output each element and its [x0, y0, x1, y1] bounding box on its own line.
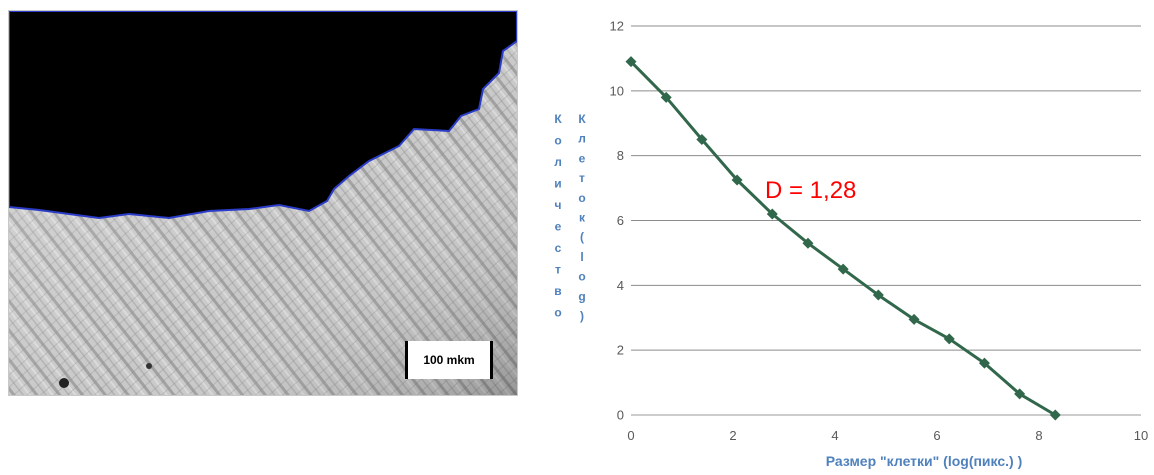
x-tick-labels: 0 2 4 6 8 10: [627, 428, 1148, 443]
y-axis-title-char: с: [555, 241, 562, 255]
y-axis-title-char: g: [578, 289, 585, 303]
y-axis-title-char: o: [578, 270, 585, 284]
y-axis-title-char: л: [554, 155, 562, 169]
data-point-marker: [943, 333, 955, 345]
y-tick-label: 4: [617, 278, 624, 293]
fractal-dimension-annotation: D = 1,28: [765, 177, 856, 204]
data-point-marker: [696, 133, 708, 145]
data-point-marker: [837, 263, 849, 275]
series-line: [629, 60, 1057, 417]
data-point-marker: [978, 357, 990, 369]
y-tick-label: 12: [610, 19, 624, 34]
data-point-marker: [1014, 388, 1026, 400]
y-tick-label: 0: [617, 408, 624, 423]
y-axis-title-char: о: [554, 306, 561, 320]
y-tick-labels: 0 2 4 6 8 10 12: [610, 19, 624, 423]
data-point-marker: [872, 289, 884, 301]
data-point-marker: [1049, 409, 1061, 421]
data-point-marker: [908, 313, 920, 325]
data-point-marker: [766, 208, 778, 220]
data-point-marker: [802, 237, 814, 249]
y-axis-title-char: в: [554, 284, 561, 298]
y-axis-title-char: л: [578, 132, 586, 146]
y-axis-title-char: т: [579, 171, 585, 185]
y-axis-title-char: К: [554, 112, 562, 126]
chart-gridlines: [631, 25, 1141, 351]
y-axis-title-char: е: [579, 151, 586, 165]
x-tick-label: 10: [1134, 428, 1148, 443]
series-markers: [625, 56, 1061, 421]
micrograph-texture: [9, 11, 517, 395]
x-tick-label: 4: [831, 428, 838, 443]
micrograph-dark-region: [9, 11, 517, 220]
y-tick-label: 2: [617, 343, 624, 358]
x-tick-label: 2: [729, 428, 736, 443]
y-tick-label: 10: [610, 83, 624, 98]
y-axis-title-char: т: [555, 263, 561, 277]
x-tick-label: 0: [627, 428, 634, 443]
y-axis-title-char: ч: [555, 198, 562, 212]
x-tick-label: 6: [933, 428, 940, 443]
y-axis-title-char: о: [578, 191, 585, 205]
x-tick-label: 8: [1035, 428, 1042, 443]
data-point-marker: [731, 174, 743, 186]
y-tick-label: 6: [617, 213, 624, 228]
y-axis-title-char: К: [578, 112, 586, 126]
y-axis-title-char: и: [554, 177, 561, 191]
y-axis-title-char: к: [579, 211, 586, 225]
x-axis-title: Размер "клетки" (log(пикс.) ): [826, 453, 1023, 469]
y-axis-title-char: ): [580, 309, 584, 323]
data-point-marker: [625, 56, 637, 68]
micrograph-image: 100 mkm: [8, 10, 518, 396]
y-axis-title-char: l: [580, 250, 583, 264]
y-axis-title-char: (: [580, 230, 584, 244]
y-axis-title-char: е: [555, 220, 562, 234]
y-tick-label: 8: [617, 148, 624, 163]
scale-bar-label: 100 mkm: [423, 353, 475, 367]
data-point-marker: [660, 91, 672, 103]
scale-bar: 100 mkm: [405, 341, 493, 379]
y-axis-title-char: о: [554, 134, 561, 148]
